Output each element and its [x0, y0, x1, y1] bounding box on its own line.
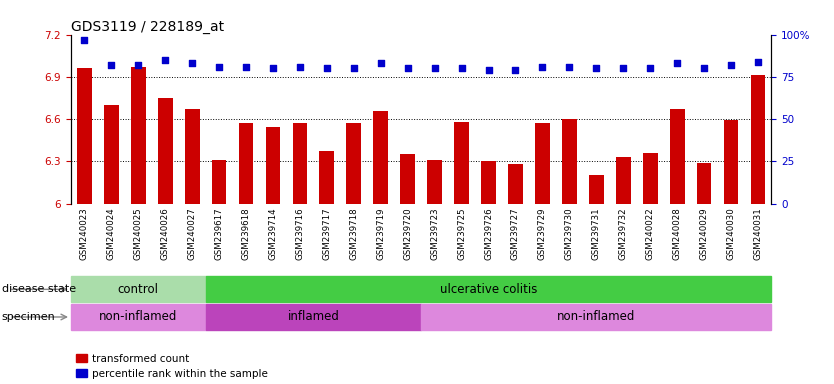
Text: GSM240026: GSM240026	[161, 207, 169, 260]
Bar	[670, 109, 685, 204]
Point	[644, 65, 657, 71]
Text: GSM239725: GSM239725	[457, 207, 466, 260]
Point	[374, 60, 388, 66]
Point	[482, 67, 495, 73]
Bar	[71, 276, 206, 302]
Bar	[751, 75, 766, 204]
Text: GSM240030: GSM240030	[726, 207, 736, 260]
Point	[725, 62, 738, 68]
Point	[347, 65, 360, 71]
Bar	[206, 304, 421, 330]
Text: GSM239617: GSM239617	[214, 207, 224, 260]
Text: GSM239716: GSM239716	[295, 207, 304, 260]
Point	[213, 64, 226, 70]
Bar	[615, 157, 631, 204]
Point	[78, 36, 91, 43]
Point	[671, 60, 684, 66]
Bar	[131, 67, 146, 204]
Point	[239, 64, 253, 70]
Text: GSM239714: GSM239714	[269, 207, 278, 260]
Bar	[589, 175, 604, 204]
Text: GSM240025: GSM240025	[133, 207, 143, 260]
Text: GSM240028: GSM240028	[673, 207, 681, 260]
Bar	[374, 111, 388, 204]
Text: GSM239717: GSM239717	[323, 207, 331, 260]
Text: GSM239723: GSM239723	[430, 207, 440, 260]
Text: non-inflamed: non-inflamed	[557, 311, 636, 323]
Text: GSM240023: GSM240023	[80, 207, 89, 260]
Bar	[696, 163, 711, 204]
Text: disease state: disease state	[2, 284, 76, 295]
Text: control: control	[118, 283, 158, 296]
Point	[158, 57, 172, 63]
Bar	[212, 160, 227, 204]
Text: inflamed: inflamed	[288, 311, 339, 323]
Bar	[239, 123, 254, 204]
Text: specimen: specimen	[2, 312, 55, 322]
Point	[185, 60, 198, 66]
Bar	[293, 123, 307, 204]
Bar	[535, 123, 550, 204]
Point	[266, 65, 279, 71]
Bar	[77, 68, 92, 204]
Point	[509, 67, 522, 73]
Point	[320, 65, 334, 71]
Point	[697, 65, 711, 71]
Bar	[643, 153, 658, 204]
Text: GSM239618: GSM239618	[242, 207, 250, 260]
Text: GSM239730: GSM239730	[565, 207, 574, 260]
Bar	[206, 276, 771, 302]
Text: GSM239718: GSM239718	[349, 207, 359, 260]
Bar	[158, 98, 173, 204]
Point	[132, 62, 145, 68]
Text: non-inflamed: non-inflamed	[99, 311, 178, 323]
Point	[590, 65, 603, 71]
Text: GSM240022: GSM240022	[646, 207, 655, 260]
Point	[401, 65, 414, 71]
Text: ulcerative colitis: ulcerative colitis	[440, 283, 537, 296]
Bar	[481, 161, 496, 204]
Text: GSM240031: GSM240031	[753, 207, 762, 260]
Bar	[427, 160, 442, 204]
Bar	[104, 105, 118, 204]
Text: GSM239729: GSM239729	[538, 207, 547, 260]
Point	[535, 64, 549, 70]
Point	[751, 58, 765, 65]
Bar	[421, 304, 771, 330]
Bar	[562, 119, 577, 204]
Bar	[508, 164, 523, 204]
Text: GSM239727: GSM239727	[511, 207, 520, 260]
Text: GSM240027: GSM240027	[188, 207, 197, 260]
Point	[428, 65, 441, 71]
Bar	[71, 304, 206, 330]
Bar	[265, 127, 280, 204]
Point	[104, 62, 118, 68]
Point	[616, 65, 630, 71]
Point	[294, 64, 307, 70]
Bar	[724, 121, 738, 204]
Legend: transformed count, percentile rank within the sample: transformed count, percentile rank withi…	[76, 354, 268, 379]
Text: GSM240024: GSM240024	[107, 207, 116, 260]
Text: GSM239726: GSM239726	[484, 207, 493, 260]
Text: GSM239731: GSM239731	[592, 207, 600, 260]
Point	[563, 64, 576, 70]
Text: GDS3119 / 228189_at: GDS3119 / 228189_at	[71, 20, 224, 33]
Bar	[319, 151, 334, 204]
Bar	[455, 122, 469, 204]
Text: GSM239720: GSM239720	[403, 207, 412, 260]
Bar	[400, 154, 415, 204]
Text: GSM240029: GSM240029	[700, 207, 709, 260]
Text: GSM239732: GSM239732	[619, 207, 628, 260]
Bar	[184, 109, 199, 204]
Text: GSM239719: GSM239719	[376, 207, 385, 260]
Bar	[346, 123, 361, 204]
Point	[455, 65, 468, 71]
